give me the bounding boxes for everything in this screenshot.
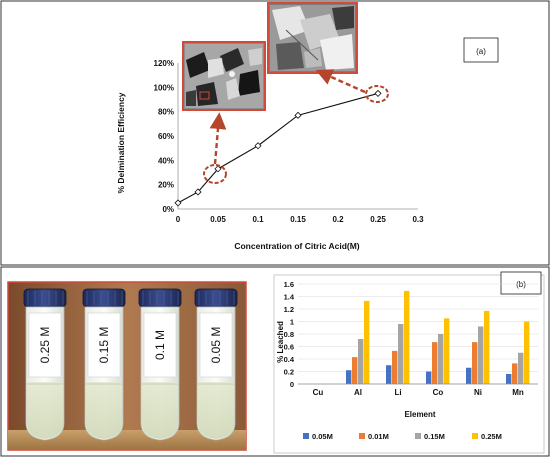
sem-image-inset-1: [182, 41, 266, 111]
bar-chart-y-axis-label: % Leached: [276, 321, 285, 363]
bar-chart-x-tick-label: Co: [433, 388, 444, 397]
legend-label: 0.01M: [368, 432, 389, 441]
line-chart-y-tick-label: 0%: [162, 205, 174, 214]
bar-chart-x-tick-label: Li: [394, 388, 401, 397]
bar-chart-y-tick-label: 0.6: [284, 343, 294, 352]
panel-b-label: (b): [516, 280, 526, 289]
legend-label: 0.05M: [312, 432, 333, 441]
bar-Li-0.15M: [398, 324, 404, 384]
bar-Li-0.01M: [392, 350, 398, 384]
bar-Co-0.15M: [438, 334, 444, 384]
bar-chart-bars: [346, 290, 530, 384]
bar-Mn-0.15M: [518, 352, 524, 384]
line-chart-x-axis-label: Concentration of Citric Acid(M): [234, 241, 359, 251]
legend-swatch: [303, 433, 309, 439]
line-chart-point: [294, 111, 302, 119]
line-chart-x-tick-label: 0: [176, 215, 181, 224]
panel-b-label-box: [500, 271, 542, 295]
bar-Ni-0.15M: [478, 326, 484, 384]
line-chart-series: [174, 89, 382, 207]
bar-Mn-0.25M: [524, 321, 530, 384]
line-chart: (a) 0% 20% 40% 60% 80% 100% 120% 0 0.05 0.1 0.15 0.…: [116, 37, 499, 251]
bar-Ni-0.25M: [484, 310, 490, 384]
legend-swatch: [415, 433, 421, 439]
panel-a-label: (a): [476, 47, 486, 56]
bar-Co-0.01M: [432, 342, 438, 384]
bar-chart-y-tick-label: 0.8: [284, 330, 294, 339]
legend-label: 0.25M: [481, 432, 502, 441]
bar-Mn-0.01M: [512, 363, 518, 384]
panel-a-label-box: [463, 37, 499, 63]
line-chart-y-tick-label: 100%: [154, 83, 174, 92]
bar-chart-x-axis-label: Element: [404, 410, 435, 419]
line-chart-y-tick-label: 60%: [158, 132, 174, 141]
line-chart-point: [254, 142, 262, 150]
bar-chart-axes: 0 0.2 0.4 0.6 0.8 1 1.2 1.4 1.6 Cu Al Li Co Ni Mn: [284, 280, 538, 397]
bar-chart-legend: 0.05M 0.01M 0.15M 0.25M: [303, 432, 502, 441]
bar-Al-0.25M: [364, 300, 370, 384]
line-chart-x-tick-label: 0.15: [290, 215, 306, 224]
line-chart-x-tick-label: 0.3: [412, 215, 424, 224]
bar-chart-y-tick-label: 0.2: [284, 368, 294, 377]
line-chart-series-line: [177, 92, 379, 204]
bar-chart-y-tick-label: 1.6: [284, 280, 294, 289]
line-chart-y-tick-label: 120%: [154, 59, 174, 68]
line-chart-point: [374, 89, 382, 97]
bar-chart-y-tick-label: 1: [290, 318, 294, 327]
vial: 0.25 M: [23, 288, 67, 441]
vial-label: 0.1 M: [153, 330, 167, 360]
line-chart-x-tick-label: 0.25: [370, 215, 386, 224]
bar-chart-y-tick-label: 0: [290, 380, 294, 389]
line-chart-y-axis-label: % Delmination Efficiency: [116, 92, 126, 193]
line-chart-y-tick-label: 20%: [158, 181, 174, 190]
bar-chart-x-tick-label: Cu: [313, 388, 324, 397]
vial-label: 0.25 M: [38, 327, 52, 364]
bar-Li-0.05M: [386, 365, 392, 384]
bar-Ni-0.05M: [466, 367, 472, 384]
vial: 0.1 M: [138, 288, 182, 441]
bar-chart-y-tick-label: 1.4: [284, 293, 295, 302]
bar-Co-0.05M: [426, 371, 432, 384]
legend-swatch: [472, 433, 478, 439]
bar-chart-x-tick-label: Ni: [474, 388, 482, 397]
bar-Li-0.25M: [404, 290, 410, 384]
line-chart-axes: 0% 20% 40% 60% 80% 100% 120% 0 0.05 0.1 0.15 0.2 0.2…: [154, 59, 425, 224]
bar-chart-y-tick-label: 0.4: [284, 355, 295, 364]
bar-Co-0.25M: [444, 318, 450, 384]
bar-Al-0.15M: [358, 339, 364, 384]
line-chart-point: [194, 188, 202, 196]
line-chart-point: [214, 165, 222, 173]
line-chart-y-tick-label: 40%: [158, 156, 174, 165]
line-chart-x-tick-label: 0.05: [210, 215, 226, 224]
vial: 0.15 M: [82, 288, 126, 441]
callout-markers: [203, 69, 389, 184]
line-chart-x-tick-label: 0.2: [332, 215, 344, 224]
bar-chart-x-tick-label: Al: [354, 388, 362, 397]
line-chart-y-tick-label: 80%: [158, 108, 174, 117]
line-chart-point: [174, 199, 182, 207]
bar-Ni-0.01M: [472, 342, 478, 384]
bar-chart: (b) 00.20.40.60.811.21.41.6Cu Al Li Co Ni Mn …: [273, 271, 545, 454]
bar-chart-y-tick-label: 1.2: [284, 305, 294, 314]
bar-Al-0.05M: [346, 370, 352, 384]
bar-chart-x-tick-label: Mn: [512, 388, 524, 397]
line-chart-x-tick-label: 0.1: [252, 215, 264, 224]
bar-Mn-0.05M: [506, 374, 512, 384]
vial: 0.05 M: [194, 288, 238, 441]
legend-swatch: [359, 433, 365, 439]
vial-photo: 0.25 M 0.15 M 0.1 M 0.05 M: [7, 281, 247, 451]
sem-image-inset-2: [267, 2, 358, 74]
vial-label: 0.05 M: [209, 327, 223, 364]
vial-label: 0.15 M: [97, 327, 111, 364]
legend-label: 0.15M: [424, 432, 445, 441]
bar-Al-0.01M: [352, 357, 358, 384]
